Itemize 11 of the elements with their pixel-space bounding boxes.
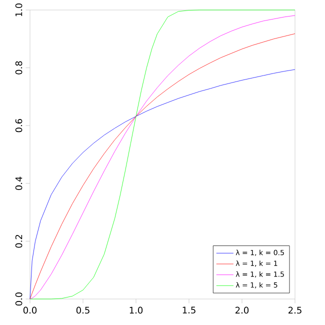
x-tick-label: 0.0	[23, 306, 37, 314]
x-tick-label: 2.5	[288, 306, 302, 314]
x-tick-label: 0.5	[76, 306, 90, 314]
x-tick-label: 2.0	[236, 306, 249, 314]
x-tick-label: 1.0	[130, 306, 143, 314]
y-tick-label: 0.8	[15, 61, 22, 74]
y-tick-label: 0.4	[15, 176, 22, 190]
x-tick-label: 1.5	[182, 306, 196, 314]
y-tick-label: 0.6	[15, 119, 22, 132]
y-tick-label: 1.0	[15, 3, 22, 16]
y-tick-label: 0.2	[15, 234, 22, 248]
